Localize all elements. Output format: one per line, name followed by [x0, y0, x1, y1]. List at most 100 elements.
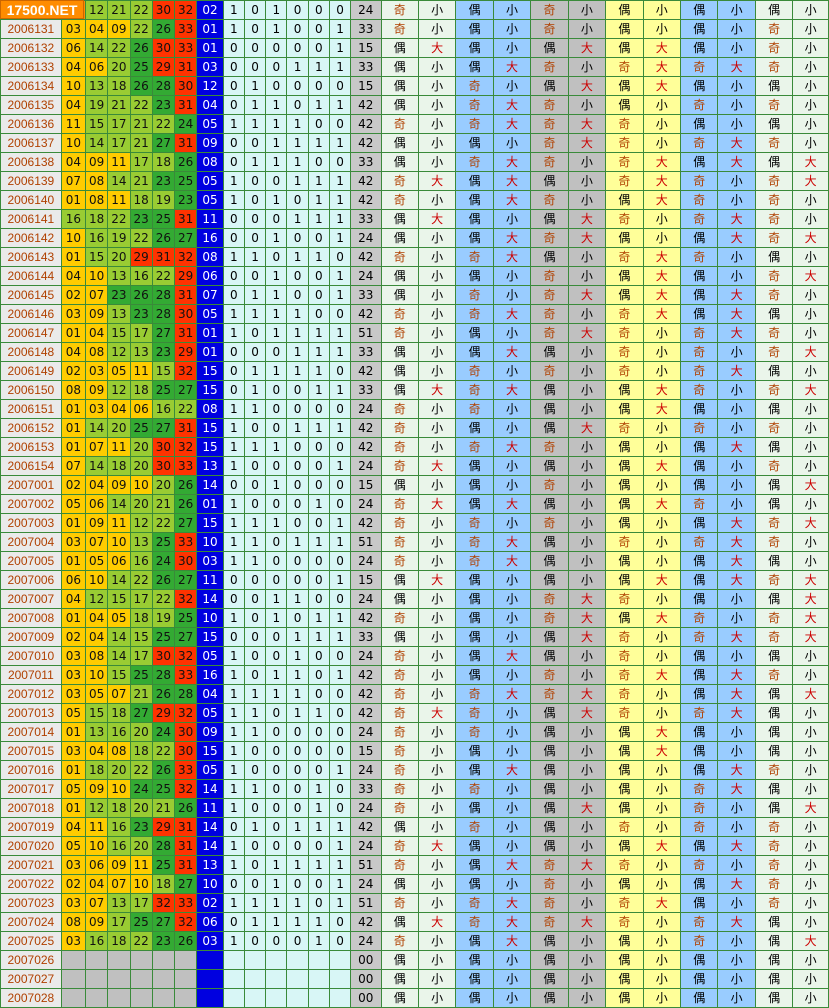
draw-number: 31: [174, 133, 198, 153]
trend-mark-text: 大: [655, 269, 668, 283]
trend-mark-text: 小: [730, 725, 743, 739]
trend-mark: 小: [567, 361, 607, 381]
table-row: 2006131 03 04 09 22 26 33 01 1 0 1 0 0 1 33 奇小偶小奇小偶小偶小奇…: [0, 19, 829, 39]
binary-flag: [286, 950, 309, 970]
trend-mark: 小: [417, 988, 457, 1008]
trend-mark-text: 大: [506, 60, 519, 74]
sum-value: 33: [350, 627, 382, 647]
trend-mark: 小: [492, 741, 532, 761]
trend-mark-text: 小: [804, 877, 817, 891]
trend-mark: 偶: [530, 494, 569, 514]
trend-mark-text: 偶: [543, 497, 556, 511]
sum-value: 15: [350, 76, 382, 96]
trend-mark: 小: [492, 817, 532, 837]
trend-mark: 大: [492, 95, 532, 115]
trend-mark-text: 小: [730, 934, 743, 948]
trend-mark-text: 偶: [393, 972, 406, 986]
period-id: 2007028: [0, 988, 62, 1008]
draw-number: 04: [84, 323, 109, 343]
trend-mark: 奇: [605, 171, 644, 191]
trend-mark: 小: [792, 779, 829, 799]
trend-mark-text: 小: [506, 573, 519, 587]
trend-mark: 偶: [455, 608, 494, 628]
trend-mark: 小: [642, 323, 682, 343]
trend-mark: 偶: [679, 304, 719, 324]
binary-flag: 0: [265, 532, 288, 552]
trend-mark: 小: [492, 285, 532, 305]
trend-mark: 偶: [605, 0, 644, 20]
trend-mark-text: 大: [804, 516, 817, 530]
binary-flag: 1: [265, 513, 288, 533]
binary-flag: 1: [265, 684, 288, 704]
draw-number: 09: [84, 304, 109, 324]
trend-mark: 小: [642, 703, 682, 723]
trend-mark: 大: [717, 437, 756, 457]
trend-mark: 小: [492, 361, 532, 381]
trend-mark: 大: [642, 171, 682, 191]
draw-number: 21: [151, 798, 176, 818]
binary-flag: [307, 950, 330, 970]
trend-mark: 大: [792, 475, 829, 495]
trend-mark-text: 奇: [618, 649, 631, 663]
trend-mark-text: 小: [804, 953, 817, 967]
trend-mark: 大: [492, 532, 532, 552]
trend-mark-text: 大: [506, 345, 519, 359]
draw-number: 22: [151, 589, 176, 609]
trend-mark-text: 偶: [693, 687, 706, 701]
draw-number: 08: [107, 741, 131, 761]
binary-flag: 1: [222, 456, 245, 476]
trend-mark-text: 偶: [393, 212, 406, 226]
binary-flag: 0: [265, 57, 288, 77]
trend-mark: 小: [792, 912, 829, 932]
trend-mark: 大: [417, 456, 457, 476]
trend-mark: 小: [642, 627, 682, 647]
trend-mark: 大: [567, 285, 607, 305]
trend-mark-text: 偶: [693, 668, 706, 682]
binary-flag: 1: [222, 798, 245, 818]
trend-mark: 大: [567, 209, 607, 229]
trend-mark: 奇: [455, 703, 494, 723]
binary-flag: 1: [243, 779, 267, 799]
binary-flag: 0: [328, 912, 352, 932]
trend-mark-text: 小: [804, 421, 817, 435]
binary-flag: 1: [265, 228, 288, 248]
trend-mark: 偶: [380, 95, 419, 115]
draw-number: 04: [84, 608, 109, 628]
table-row: 2006143 01 15 20 29 31 32 08 1 1 0 1 1 0 42 奇小奇大偶小奇大奇小偶…: [0, 247, 829, 267]
draw-number: 13: [84, 76, 109, 96]
binary-flag: 1: [307, 418, 330, 438]
trend-mark-text: 小: [431, 516, 444, 530]
trend-mark-text: 小: [580, 155, 593, 169]
binary-flag: 1: [286, 133, 309, 153]
binary-flag: 1: [222, 418, 245, 438]
trend-mark-text: 奇: [468, 915, 481, 929]
trend-mark-text: 小: [655, 364, 668, 378]
trend-mark: 大: [642, 494, 682, 514]
trend-mark-text: 奇: [393, 763, 406, 777]
trend-mark: 偶: [530, 551, 569, 571]
binary-flag: 0: [222, 152, 245, 172]
trend-mark: 偶: [605, 475, 644, 495]
draw-number: 06: [60, 38, 87, 58]
draw-number: 01: [60, 798, 87, 818]
sum-value: 33: [350, 209, 382, 229]
trend-mark-text: 偶: [543, 706, 556, 720]
trend-mark-text: 大: [730, 516, 743, 530]
trend-mark: 偶: [605, 380, 644, 400]
trend-mark: 偶: [455, 931, 494, 951]
draw-number: 10: [107, 779, 131, 799]
trend-mark-text: 大: [730, 782, 743, 796]
trend-mark: 奇: [530, 608, 569, 628]
trend-mark: 偶: [605, 969, 644, 989]
trend-mark: 奇: [380, 760, 419, 780]
trend-mark: 奇: [380, 779, 419, 799]
trend-mark-text: 奇: [768, 60, 781, 74]
binary-flag: [328, 988, 352, 1008]
trend-mark: 奇: [455, 779, 494, 799]
trend-mark-text: 奇: [468, 288, 481, 302]
binary-flag: 1: [328, 836, 352, 856]
binary-flag: 1: [328, 570, 352, 590]
trend-mark-text: 偶: [618, 611, 631, 625]
trend-mark-text: 小: [580, 269, 593, 283]
draw-number: 28: [151, 836, 176, 856]
